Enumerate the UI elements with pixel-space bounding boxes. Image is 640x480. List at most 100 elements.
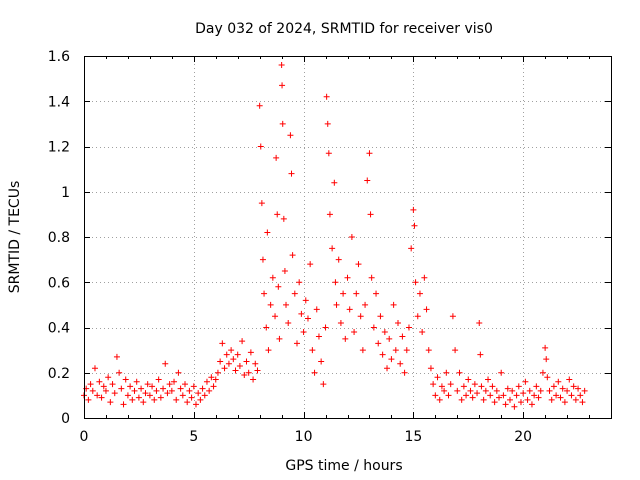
- data-point: [325, 150, 332, 157]
- data-point: [370, 324, 377, 331]
- data-point: [171, 378, 178, 385]
- data-point: [344, 274, 351, 281]
- chart-title: Day 032 of 2024, SRMTID for receiver vis…: [195, 21, 493, 37]
- data-point: [219, 340, 226, 347]
- data-point: [579, 399, 586, 406]
- data-point: [555, 378, 562, 385]
- data-point: [184, 399, 191, 406]
- data-point: [256, 102, 263, 109]
- data-point: [296, 279, 303, 286]
- data-point: [212, 376, 219, 383]
- data-point: [564, 387, 571, 394]
- data-point: [548, 396, 555, 403]
- data-point: [491, 399, 498, 406]
- data-point: [217, 358, 224, 365]
- data-point: [96, 378, 103, 385]
- y-tick-label: 1.2: [48, 140, 70, 156]
- data-point: [280, 215, 287, 222]
- data-point: [381, 329, 388, 336]
- data-point: [438, 383, 445, 390]
- data-point: [550, 383, 557, 390]
- data-point: [190, 383, 197, 390]
- data-point: [234, 351, 241, 358]
- data-point: [168, 387, 175, 394]
- data-point: [542, 344, 549, 351]
- data-point: [476, 319, 483, 326]
- data-point: [528, 401, 535, 408]
- data-point: [285, 319, 292, 326]
- data-point: [493, 387, 500, 394]
- data-point: [502, 401, 509, 408]
- data-point: [276, 335, 283, 342]
- data-point: [135, 394, 142, 401]
- data-point: [241, 372, 248, 379]
- data-point: [414, 313, 421, 320]
- data-point: [410, 206, 417, 213]
- data-point: [331, 179, 338, 186]
- data-point: [225, 360, 232, 367]
- data-point: [261, 290, 268, 297]
- data-point: [427, 365, 434, 372]
- data-point: [288, 170, 295, 177]
- data-points: [81, 62, 588, 410]
- data-point: [366, 150, 373, 157]
- data-point: [102, 387, 109, 394]
- data-point: [129, 396, 136, 403]
- data-point: [329, 245, 336, 252]
- data-point: [485, 376, 492, 383]
- data-point: [471, 381, 478, 388]
- data-point: [454, 387, 461, 394]
- data-point: [367, 211, 374, 218]
- data-point: [561, 399, 568, 406]
- data-point: [434, 374, 441, 381]
- data-point: [291, 290, 298, 297]
- data-point: [449, 313, 456, 320]
- data-point: [487, 392, 494, 399]
- data-point: [581, 387, 588, 394]
- data-point: [559, 385, 566, 392]
- data-point: [192, 401, 199, 408]
- data-point: [368, 274, 375, 281]
- data-point: [138, 385, 145, 392]
- data-point: [423, 306, 430, 313]
- data-point: [186, 387, 193, 394]
- data-point: [355, 261, 362, 268]
- data-point: [445, 392, 452, 399]
- data-point: [151, 396, 158, 403]
- data-point: [386, 335, 393, 342]
- data-point: [390, 301, 397, 308]
- data-point: [94, 392, 101, 399]
- data-point: [515, 383, 522, 390]
- data-point: [214, 369, 221, 376]
- data-point: [395, 319, 402, 326]
- data-point: [201, 392, 208, 399]
- data-point: [283, 301, 290, 308]
- data-point: [91, 365, 98, 372]
- data-point: [177, 385, 184, 392]
- data-point: [570, 383, 577, 390]
- data-point: [287, 132, 294, 139]
- data-point: [520, 390, 527, 397]
- data-point: [419, 329, 426, 336]
- data-point: [109, 381, 116, 388]
- data-point: [228, 347, 235, 354]
- data-point: [566, 376, 573, 383]
- data-point: [223, 351, 230, 358]
- data-point: [304, 315, 311, 322]
- data-point: [259, 256, 266, 263]
- data-point: [107, 399, 114, 406]
- x-tick-label: 15: [404, 429, 422, 445]
- data-point: [333, 301, 340, 308]
- data-point: [315, 333, 322, 340]
- data-point: [456, 369, 463, 376]
- data-point: [164, 390, 171, 397]
- data-point: [155, 376, 162, 383]
- data-point: [477, 351, 484, 358]
- data-point: [140, 399, 147, 406]
- data-point: [153, 387, 160, 394]
- data-point: [498, 369, 505, 376]
- data-point: [131, 387, 138, 394]
- x-tick-label: 5: [189, 429, 198, 445]
- data-point: [577, 392, 584, 399]
- y-tick-label: 0.8: [48, 230, 70, 246]
